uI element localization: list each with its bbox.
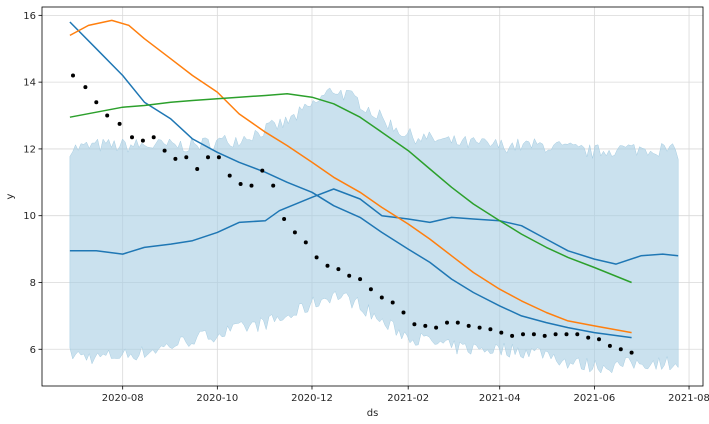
data-point bbox=[282, 217, 287, 221]
uncertainty-band-layer bbox=[69, 87, 679, 374]
data-point bbox=[325, 263, 330, 268]
data-point bbox=[412, 322, 417, 327]
data-point bbox=[117, 121, 122, 126]
y-tick-label: 16 bbox=[23, 11, 36, 22]
y-tick-label: 10 bbox=[23, 211, 36, 222]
data-point bbox=[314, 255, 319, 260]
data-point bbox=[173, 156, 178, 161]
data-point bbox=[216, 155, 221, 160]
y-axis-label: y bbox=[5, 193, 16, 199]
series-line-orange-2 bbox=[69, 19, 632, 334]
series-line-green-3 bbox=[69, 93, 632, 284]
y-tick-label: 12 bbox=[23, 144, 36, 155]
data-point bbox=[195, 167, 200, 171]
data-point bbox=[83, 85, 88, 90]
data-point bbox=[227, 173, 232, 178]
x-axis-label: ds bbox=[367, 408, 379, 419]
data-point bbox=[162, 148, 167, 153]
data-point bbox=[347, 273, 352, 278]
data-point bbox=[390, 300, 395, 305]
y-tick-label: 6 bbox=[30, 345, 36, 356]
y-tick-label: 8 bbox=[30, 278, 36, 289]
data-point bbox=[94, 100, 99, 105]
series-line-blue-1 bbox=[69, 188, 679, 265]
data-point bbox=[575, 332, 580, 337]
data-point bbox=[586, 335, 591, 340]
x-tick-label: 2020-10 bbox=[196, 393, 238, 404]
data-point bbox=[249, 183, 254, 188]
data-point bbox=[531, 332, 536, 337]
x-tick-label: 2020-08 bbox=[102, 393, 144, 404]
x-axis-ticks: 2020-08 2020-10 2020-12 2021-02 2021-04 2021-… bbox=[102, 386, 709, 404]
data-point bbox=[292, 230, 297, 235]
data-point bbox=[130, 135, 134, 140]
data-point bbox=[445, 320, 449, 325]
plot-frame bbox=[41, 6, 704, 387]
uncertainty-band bbox=[69, 87, 679, 374]
data-point bbox=[455, 320, 460, 325]
series-line-blue-0 bbox=[69, 21, 632, 339]
data-point bbox=[105, 113, 110, 118]
data-point bbox=[521, 332, 525, 337]
data-point bbox=[206, 155, 210, 160]
data-point bbox=[488, 327, 493, 332]
x-tick-label: 2021-08 bbox=[668, 393, 709, 404]
data-point bbox=[336, 267, 341, 272]
data-point bbox=[564, 332, 569, 337]
data-point bbox=[597, 337, 601, 342]
y-axis-ticks: 6 8 10 12 14 16 bbox=[23, 11, 42, 356]
data-point bbox=[151, 135, 156, 140]
data-point bbox=[607, 343, 612, 348]
series-lines bbox=[69, 19, 679, 339]
data-point bbox=[71, 73, 75, 78]
data-point bbox=[401, 310, 406, 315]
data-point bbox=[434, 325, 439, 330]
data-point bbox=[368, 287, 373, 292]
data-point bbox=[477, 325, 482, 330]
data-point bbox=[499, 330, 504, 335]
data-point bbox=[553, 332, 558, 337]
data-point bbox=[423, 323, 428, 328]
data-point bbox=[238, 182, 243, 186]
observed-points bbox=[71, 73, 634, 355]
data-point bbox=[379, 295, 384, 300]
data-point bbox=[140, 138, 145, 143]
data-point bbox=[542, 333, 547, 338]
y-tick-label: 14 bbox=[23, 78, 36, 89]
data-point bbox=[618, 347, 623, 352]
data-point bbox=[260, 168, 265, 173]
data-point bbox=[303, 240, 308, 245]
data-point bbox=[184, 155, 189, 160]
data-point bbox=[629, 350, 634, 355]
x-tick-label: 2021-04 bbox=[479, 393, 521, 404]
x-tick-label: 2021-06 bbox=[573, 393, 615, 404]
x-tick-label: 2021-02 bbox=[387, 393, 429, 404]
data-point bbox=[358, 277, 363, 282]
data-point bbox=[466, 323, 471, 328]
data-point bbox=[271, 183, 276, 188]
data-point bbox=[510, 333, 515, 338]
x-tick-label: 2020-12 bbox=[291, 393, 333, 404]
